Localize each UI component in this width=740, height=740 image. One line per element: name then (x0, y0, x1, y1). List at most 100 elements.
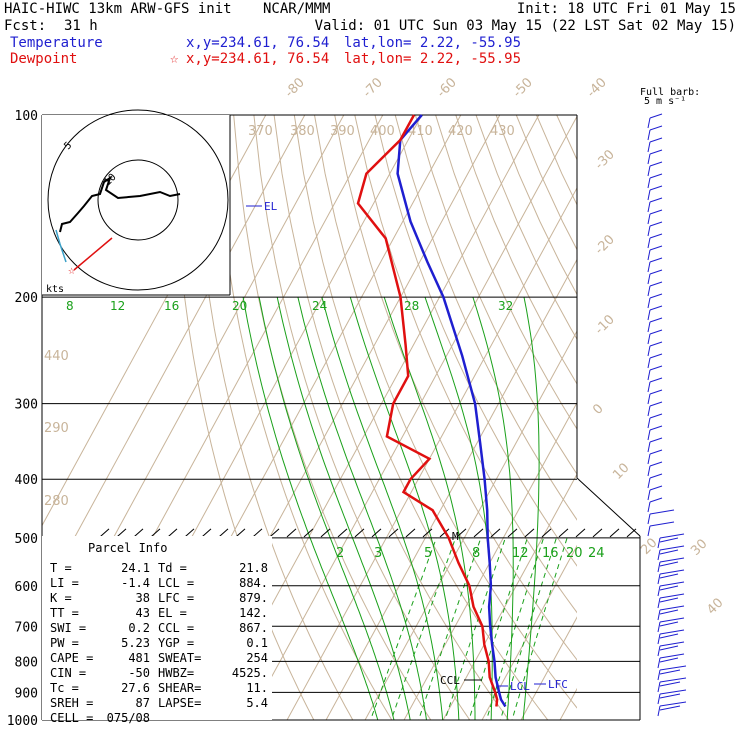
theta-label: 440 (44, 349, 69, 364)
isotherm-label: -10 (592, 312, 618, 338)
dry-adiabat-line (475, 115, 577, 341)
hatch-mark (371, 528, 382, 538)
parcel-row-value: 38 (136, 591, 150, 605)
barb-staff (657, 633, 661, 645)
fcst-value: 31 h (64, 18, 98, 34)
moist-adiabat-line (522, 297, 540, 720)
mixing-ratio-line (418, 537, 482, 720)
temperature-latlon: lat,lon= 2.22, -55.95 (344, 35, 521, 51)
barb-flag (649, 389, 663, 395)
barb-flag (659, 545, 685, 551)
barb-flag (649, 125, 663, 131)
isotherm-line (592, 87, 740, 733)
level-marker-el: EL (264, 200, 278, 213)
parcel-row-label: Tc = (50, 681, 79, 695)
mixing-ratio-labels: 8 12 16 20 24 28 32 2 3 5 8 12 16 20 24 (66, 299, 605, 561)
barb-legend-title: Full barb: (640, 87, 700, 98)
barb-flag (659, 633, 679, 639)
isotherm-label: 20 (638, 536, 660, 558)
barb-staff (647, 189, 651, 201)
dry-adiabat-line (394, 115, 577, 521)
barb-staff (657, 609, 661, 621)
barb-flag (659, 653, 685, 659)
isotherm-label: -70 (360, 75, 386, 101)
mixing-ratio-label-upper: 12 (110, 299, 125, 313)
sounding-profiles (356, 114, 507, 708)
barb-flag (649, 149, 663, 155)
mixing-ratio-label-upper: 16 (164, 299, 179, 313)
diagram-title: HAIC-HIWC 13km ARW-GFS init (4, 1, 232, 17)
barb-staff (657, 549, 661, 561)
barb-staff (657, 621, 661, 633)
isotherm-line (42, 115, 306, 599)
hatch-mark (524, 528, 535, 538)
parcel-row-value: 884. (239, 576, 268, 590)
mixing-ratio-label-upper: 24 (312, 299, 327, 313)
isotherm-line (403, 401, 577, 720)
barb-staff (647, 225, 651, 237)
dry-adiabat-line (334, 115, 577, 661)
parcel-row-label: PW = (50, 636, 79, 650)
parcel-row-label: SREH = (50, 696, 93, 710)
level-markers: EL M CCL LCL LFC (246, 200, 568, 693)
barb-staff (657, 573, 661, 585)
isotherm-line (325, 258, 577, 720)
barb-flag (659, 573, 679, 579)
barb-flag (649, 173, 663, 179)
moist-adiabat-line (472, 296, 514, 720)
hatch-mark (201, 528, 212, 538)
barb-flag (649, 185, 663, 191)
dewpoint-xy: x,y=234.61, 76.54 (186, 51, 329, 67)
barb-flag (659, 561, 679, 567)
barb-flag (649, 233, 663, 239)
mixing-ratio-line (468, 537, 528, 720)
barb-staff (647, 465, 651, 477)
parcel-row-label: CIN = (50, 666, 86, 680)
barb-staff (647, 345, 651, 357)
pressure-axis-labels: 100 200 300 400 500 600 700 800 900 1000 (7, 109, 38, 729)
dry-adiabat-line (617, 115, 740, 733)
isotherm-label: -20 (592, 232, 618, 258)
mixing-ratio-line (370, 537, 437, 720)
isotherm-line (520, 616, 577, 720)
mixing-ratio-label-upper: 20 (232, 299, 247, 313)
barb-flag (649, 197, 663, 203)
isotherm-label: -30 (592, 147, 618, 173)
barb-flag (659, 557, 685, 563)
barb-staff (657, 669, 661, 681)
barb-staff (657, 657, 661, 669)
parcel-row-label: LFC = (158, 591, 194, 605)
parcel-row-value: -1.4 (121, 576, 150, 590)
barb-staff (657, 681, 661, 693)
dewpoint-profile (356, 114, 499, 707)
barb-flag (649, 329, 663, 335)
barb-staff (647, 525, 651, 537)
parcel-row-value: 867. (239, 621, 268, 635)
moist-adiabat-line (242, 297, 379, 720)
barb-staff (647, 369, 651, 381)
dry-adiabat-line (495, 115, 577, 296)
barb-flag (649, 449, 663, 455)
mixing-ratio-lines (370, 537, 568, 720)
parcel-row-value: 254 (246, 651, 268, 665)
parcel-row-label: SWI = (50, 621, 86, 635)
hatch-mark (184, 528, 195, 538)
theta-label: 380 (290, 124, 315, 139)
barb-staff (657, 645, 661, 657)
barb-flag (659, 669, 681, 675)
theta-label: 400 (370, 124, 395, 139)
theta-label: 410 (408, 124, 433, 139)
barb-staff (647, 249, 651, 261)
barb-staff (647, 489, 651, 501)
dry-adiabat-line (314, 115, 577, 709)
barb-staff (647, 477, 651, 489)
barb-staff (647, 393, 651, 405)
mixing-ratio-label-lower: 12 (512, 546, 529, 561)
hodograph-ring-outer (47, 109, 229, 291)
hatch-mark (167, 528, 178, 538)
level-marker-lfc: LFC (548, 678, 568, 691)
moist-adiabat-line (258, 297, 395, 720)
mixing-ratio-line (511, 537, 568, 720)
level-marker-lcl: LCL (510, 680, 530, 693)
theta-label: 390 (330, 124, 355, 139)
